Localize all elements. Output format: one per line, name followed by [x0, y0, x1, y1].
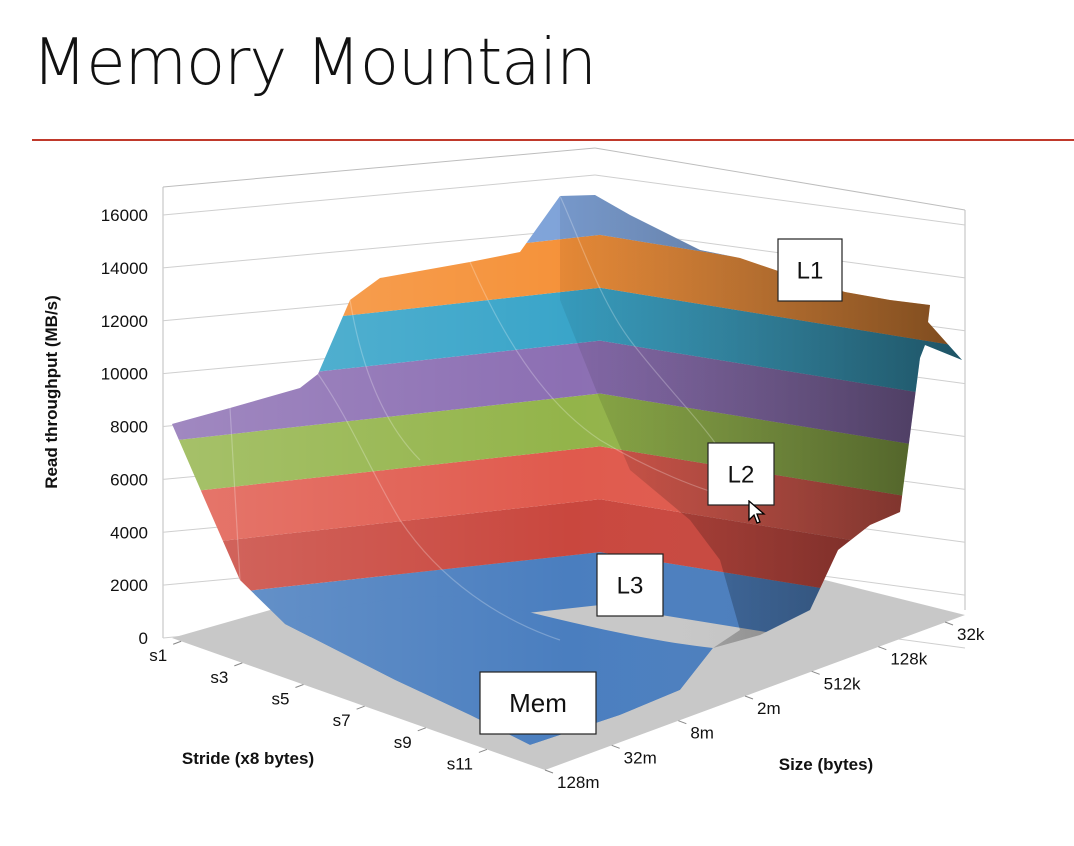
z-tick-label: 14000 [101, 259, 148, 278]
stride-tick [234, 662, 243, 667]
z-tick-label: 2000 [110, 576, 148, 595]
size-tick [678, 720, 687, 725]
size-tick [611, 744, 620, 749]
surface-ridges [229, 195, 741, 641]
z-axis-label: Read throughput (MB/s) [42, 295, 61, 489]
stride-tick-label: s3 [210, 668, 228, 687]
size-tick-label: 32k [957, 625, 985, 644]
z-tick-label: 6000 [110, 470, 148, 489]
z-tick-label: 4000 [110, 523, 148, 542]
stride-axis-label: Stride (x8 bytes) [182, 749, 314, 768]
annotation-l1: L1 [777, 238, 843, 302]
size-tick [744, 695, 754, 700]
stride-tick-label: s5 [271, 690, 289, 709]
size-tick [878, 646, 887, 651]
size-tick-label: 128m [557, 773, 600, 792]
slide-title: Memory Mountain [32, 26, 597, 100]
stride-tick-label: s11 [447, 754, 473, 773]
size-tick-label: 2m [757, 699, 781, 718]
annotation-label: L3 [617, 572, 644, 599]
size-tick-label: 32m [624, 748, 657, 767]
size-axis: 32k 128k 512k 2m 8m 32m 128m [544, 621, 985, 792]
annotation-mem: Mem [479, 671, 597, 735]
size-tick-label: 512k [824, 674, 861, 693]
size-tick [944, 621, 954, 626]
annotation-label: L1 [797, 257, 824, 284]
title-rule [32, 139, 1074, 141]
z-tick-label: 16000 [101, 206, 148, 225]
z-tick-label: 8000 [110, 418, 148, 437]
annotation-label: Mem [509, 688, 567, 718]
stride-tick-label: s9 [394, 733, 412, 752]
z-axis: 0 2000 4000 6000 8000 10000 12000 14000 16000 [101, 206, 148, 648]
stride-axis: s1 s3 s5 s7 s9 s11 [149, 640, 488, 773]
z-tick-label: 12000 [101, 312, 148, 331]
size-tick-label: 8m [690, 724, 714, 743]
size-axis-label: Size (bytes) [779, 755, 873, 774]
annotation-l3: L3 [596, 553, 664, 617]
stride-tick-label: s7 [333, 711, 351, 730]
stride-tick [172, 640, 182, 645]
z-tick-label: 10000 [101, 365, 148, 384]
annotations: L1 L2 L3 Mem [479, 238, 843, 735]
mouse-cursor-icon [748, 500, 766, 524]
z-tick-label: 0 [139, 629, 148, 648]
stride-tick [356, 705, 365, 710]
annotation-label: L2 [728, 461, 755, 488]
size-tick [544, 769, 554, 774]
size-tick [811, 670, 820, 675]
annotation-l2: L2 [707, 442, 775, 506]
stride-tick-label: s1 [149, 646, 167, 665]
stride-tick [417, 727, 426, 732]
z-gridline-right [594, 174, 966, 226]
back-wall-grid [162, 147, 966, 638]
z-gridline-left [162, 227, 596, 269]
size-tick-label: 128k [890, 650, 927, 669]
stride-tick [478, 748, 488, 753]
stride-tick [295, 684, 304, 688]
z-gridline-left [162, 174, 596, 216]
